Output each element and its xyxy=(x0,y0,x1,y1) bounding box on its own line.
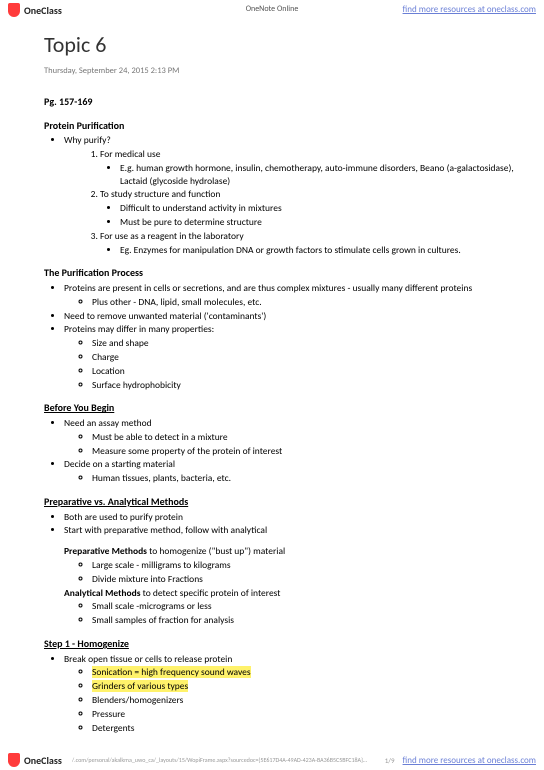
list-item: Why purify? xyxy=(64,134,534,147)
analytical-methods-head: Analytical Methods xyxy=(64,587,140,599)
list-item: Charge xyxy=(92,351,534,364)
highlighted-text: Sonication = high frequency sound waves xyxy=(92,666,251,678)
resources-link-footer[interactable]: find more resources at oneclass.com xyxy=(403,755,536,766)
list-item: Divide mixture into Fractions xyxy=(92,573,534,586)
list-item: E.g. human growth hormone, insulin, chem… xyxy=(120,162,534,188)
highlighted-text: Grinders of various types xyxy=(92,680,188,692)
footer-url: /.com/personal/akalkma_uwo_ca/_layouts/1… xyxy=(72,756,377,764)
footer-page-number: 1/9 xyxy=(385,756,395,765)
list-item: Proteins may differ in many properties: xyxy=(64,323,534,336)
list-item: Need to remove unwanted material ('conta… xyxy=(64,310,534,323)
list-item: Break open tissue or cells to release pr… xyxy=(64,653,534,666)
prep-methods-head: Preparative Methods xyxy=(64,545,147,557)
page-datetime: Thursday, September 24, 2015 2:13 PM xyxy=(44,66,534,77)
list-item: Location xyxy=(92,365,534,378)
prep-methods-line: Preparative Methods to homogenize ("bust… xyxy=(64,545,534,558)
brand-logo-footer: OneClass xyxy=(8,753,62,767)
list-item: Large scale - milligrams to kilograms xyxy=(92,559,534,572)
section-purification-process: The Purification Process xyxy=(44,266,534,280)
top-bar: OneClass OneNote Online find more resour… xyxy=(0,0,544,20)
list-item: Blenders/homogenizers xyxy=(92,694,534,707)
section-step1-homogenize: Step 1 - Homogenize xyxy=(44,637,534,651)
list-item: Both are used to purify protein xyxy=(64,511,534,524)
list-item: Decide on a starting material xyxy=(64,458,534,471)
list-item: Grinders of various types xyxy=(92,680,534,693)
page-title: Topic 6 xyxy=(44,30,534,60)
text: For medical use xyxy=(100,148,160,160)
list-item: Eg. Enzymes for manipulation DNA or grow… xyxy=(120,244,534,257)
text: For use as a reagent in the laboratory xyxy=(100,230,244,242)
list-item: Pressure xyxy=(92,708,534,721)
section-before-you-begin: Before You Begin xyxy=(44,401,534,415)
list-item: Surface hydrophobicity xyxy=(92,379,534,392)
list-item: Measure some property of the protein of … xyxy=(92,445,534,458)
list-item: Small samples of fraction for analysis xyxy=(92,614,534,627)
list-item: Plus other - DNA, lipid, small molecules… xyxy=(92,296,534,309)
onenote-label: OneNote Online xyxy=(246,4,299,14)
analytical-methods-line: Analytical Methods to detect specific pr… xyxy=(64,587,534,600)
list-item: Must be able to detect in a mixture xyxy=(92,431,534,444)
analytical-methods-tail: to detect specific protein of interest xyxy=(140,587,280,599)
text: To study structure and function xyxy=(100,188,220,200)
list-item: For use as a reagent in the laboratory E… xyxy=(100,230,534,257)
section-protein-purification: Protein Purification xyxy=(44,119,534,133)
shield-icon xyxy=(8,3,20,17)
list-item: Must be pure to determine structure xyxy=(120,216,534,229)
footer-bar: OneClass /.com/personal/akalkma_uwo_ca/_… xyxy=(0,750,544,770)
prep-methods-tail: to homogenize ("bust up") material xyxy=(147,545,285,557)
resources-link-top[interactable]: find more resources at oneclass.com xyxy=(403,4,536,15)
list-item: Human tissues, plants, bacteria, etc. xyxy=(92,472,534,485)
page-reference: Pg. 157-169 xyxy=(44,95,534,109)
list-item: Start with preparative method, follow wi… xyxy=(64,524,534,537)
shield-icon xyxy=(8,753,20,767)
section-prep-vs-analytical: Preparative vs. Analytical Methods xyxy=(44,495,534,509)
document-content: Topic 6 Thursday, September 24, 2015 2:1… xyxy=(44,30,534,750)
list-item: To study structure and function Difficul… xyxy=(100,188,534,228)
list-item: For medical use E.g. human growth hormon… xyxy=(100,148,534,187)
list-item: Need an assay method xyxy=(64,417,534,430)
brand-name-footer: OneClass xyxy=(24,754,62,767)
list-item: Small scale -micrograms or less xyxy=(92,600,534,613)
list-item: Proteins are present in cells or secreti… xyxy=(64,282,534,295)
list-item: Detergents xyxy=(92,722,534,735)
list-item: Difficult to understand activity in mixt… xyxy=(120,202,534,215)
brand-logo: OneClass xyxy=(8,3,62,17)
brand-name: OneClass xyxy=(24,4,62,17)
list-item: Size and shape xyxy=(92,337,534,350)
list-item: Sonication = high frequency sound waves xyxy=(92,666,534,679)
